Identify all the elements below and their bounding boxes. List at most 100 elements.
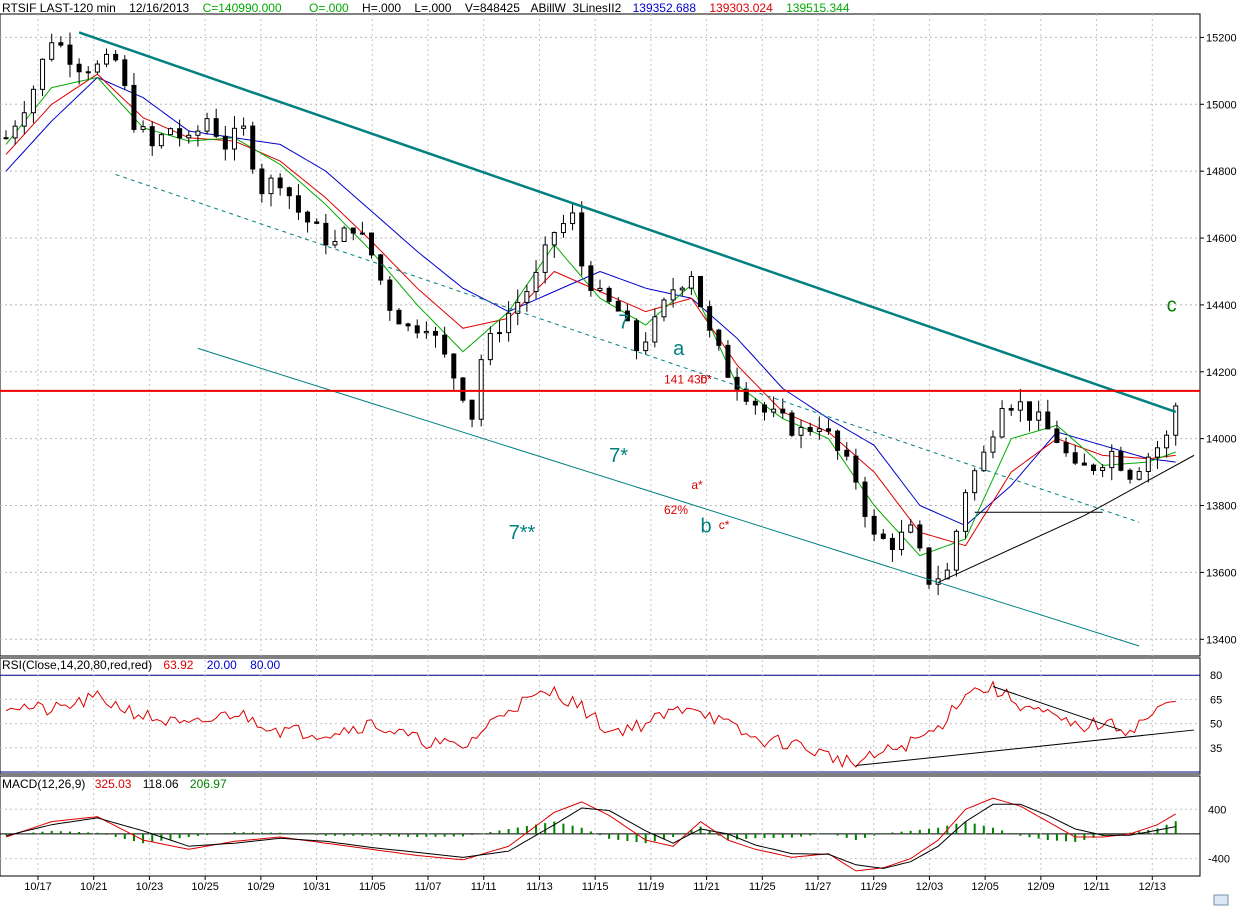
candle-body (990, 436, 996, 453)
chart-annotation: c* (719, 518, 730, 532)
candle-body (222, 135, 228, 150)
candle-body (652, 316, 658, 343)
candle-body (862, 481, 868, 517)
candle-body (58, 42, 64, 46)
rsi-low-level: 20.00 (207, 658, 237, 672)
x-tick-label: 10/31 (303, 881, 331, 893)
candle-body (3, 137, 9, 140)
header-high: H=.000 (362, 1, 401, 15)
candle-body (981, 451, 987, 472)
header-ma-blue: 139352.688 (633, 1, 697, 15)
candle-body (277, 177, 283, 189)
x-tick-label: 12/05 (971, 881, 999, 893)
candle-body (241, 125, 247, 129)
candle-body (359, 232, 365, 235)
candle-body (679, 287, 685, 291)
chart-annotation: 7** (509, 522, 536, 544)
annotations: 7 a b*141 430 c 7* a*62% b c* 7** (509, 295, 1177, 544)
x-tick-label: 11/27 (805, 881, 832, 893)
candle-body (716, 329, 722, 346)
candle-body (323, 222, 329, 246)
candle-body (880, 533, 886, 539)
candle-body (131, 84, 137, 130)
candle-body (85, 71, 91, 74)
candle-body (743, 388, 749, 402)
candle-body (387, 279, 393, 311)
candle-body (816, 428, 822, 432)
candle-body (213, 118, 219, 137)
chart-annotation: b (701, 515, 712, 537)
candle-body (40, 58, 46, 90)
candle-body (204, 118, 210, 132)
candle-body (725, 344, 731, 378)
candle-body (899, 531, 905, 551)
candle-body (670, 289, 676, 301)
header-indicator: ABillW_3LinesII2 (531, 1, 622, 15)
price-panel: 7 a b*141 430 c 7* a*62% b c* 7** 15200 15000 1480… (0, 13, 1237, 657)
x-tick-label: 11/15 (582, 881, 609, 893)
candle-body (149, 126, 155, 147)
candle-body (286, 187, 292, 197)
trendline (78, 31, 1177, 414)
candle-body (350, 227, 356, 234)
candle-body (76, 63, 82, 73)
candle-body (140, 126, 146, 130)
candle-body (1017, 401, 1023, 411)
candle-body (798, 426, 804, 436)
candle-body (195, 130, 201, 136)
candle-body (1063, 441, 1069, 454)
rsi-value: 63.92 (163, 658, 193, 672)
chart-annotation: 7* (609, 445, 628, 467)
chart-annotation: 141 430 (664, 372, 708, 386)
candle-body (460, 377, 466, 401)
x-tick-label: 11/21 (693, 881, 720, 893)
price-tick-label: 13600 (1206, 567, 1237, 579)
candle-body (94, 63, 100, 73)
header-volume: V=848425 (465, 1, 520, 15)
price-tick-label: 13400 (1206, 634, 1237, 646)
candle-body (113, 53, 119, 61)
candle-body (789, 412, 795, 436)
candle-body (761, 404, 767, 413)
x-tick-label: 11/13 (526, 881, 553, 893)
candle-body (1173, 405, 1179, 436)
rsi-support-line (855, 729, 1195, 767)
x-tick-label: 10/21 (80, 881, 108, 893)
candle-body (1090, 464, 1096, 472)
candle-body (972, 470, 978, 494)
candle-body (661, 299, 667, 318)
rsi-resistance-line (992, 686, 1122, 731)
macd-hist-value: 206.97 (190, 777, 227, 791)
x-axis: 10/17 10/21 10/23 10/25 10/29 10/31 11/05 11/07… (24, 876, 1166, 893)
rsi-header: RSI(Close,14,20,80,red,red) 63.92 20.00 … (2, 658, 281, 672)
candle-body (807, 426, 813, 432)
rsi-tick-label: 80 (1210, 670, 1222, 682)
candle-body (624, 310, 630, 322)
candle-body (67, 44, 73, 65)
candle-body (926, 547, 932, 585)
scroll-handle[interactable] (1213, 894, 1229, 906)
candle-body (295, 195, 301, 213)
x-tick-label: 10/23 (136, 881, 164, 893)
wedge-support-line (1084, 454, 1195, 517)
candle-body (305, 211, 311, 223)
macd-line (5, 803, 1176, 870)
candle-body (1145, 456, 1151, 473)
macd-value: 325.03 (95, 777, 132, 791)
macd-lines (5, 797, 1176, 872)
candle-body (506, 312, 512, 334)
candle-body (889, 537, 895, 551)
candle-body (1072, 452, 1078, 464)
rsi-high-level: 80.00 (250, 658, 280, 672)
macd-signal: 118.06 (143, 777, 179, 791)
candle-body (122, 59, 128, 86)
candle-body (871, 515, 877, 535)
x-tick-label: 12/09 (1027, 881, 1055, 893)
candle-body (944, 569, 950, 580)
candle-body (104, 53, 110, 65)
candle-body (268, 177, 274, 195)
candle-body (405, 323, 411, 327)
candle-body (1027, 401, 1033, 421)
candle-body (579, 212, 585, 267)
candle-body (542, 244, 548, 273)
